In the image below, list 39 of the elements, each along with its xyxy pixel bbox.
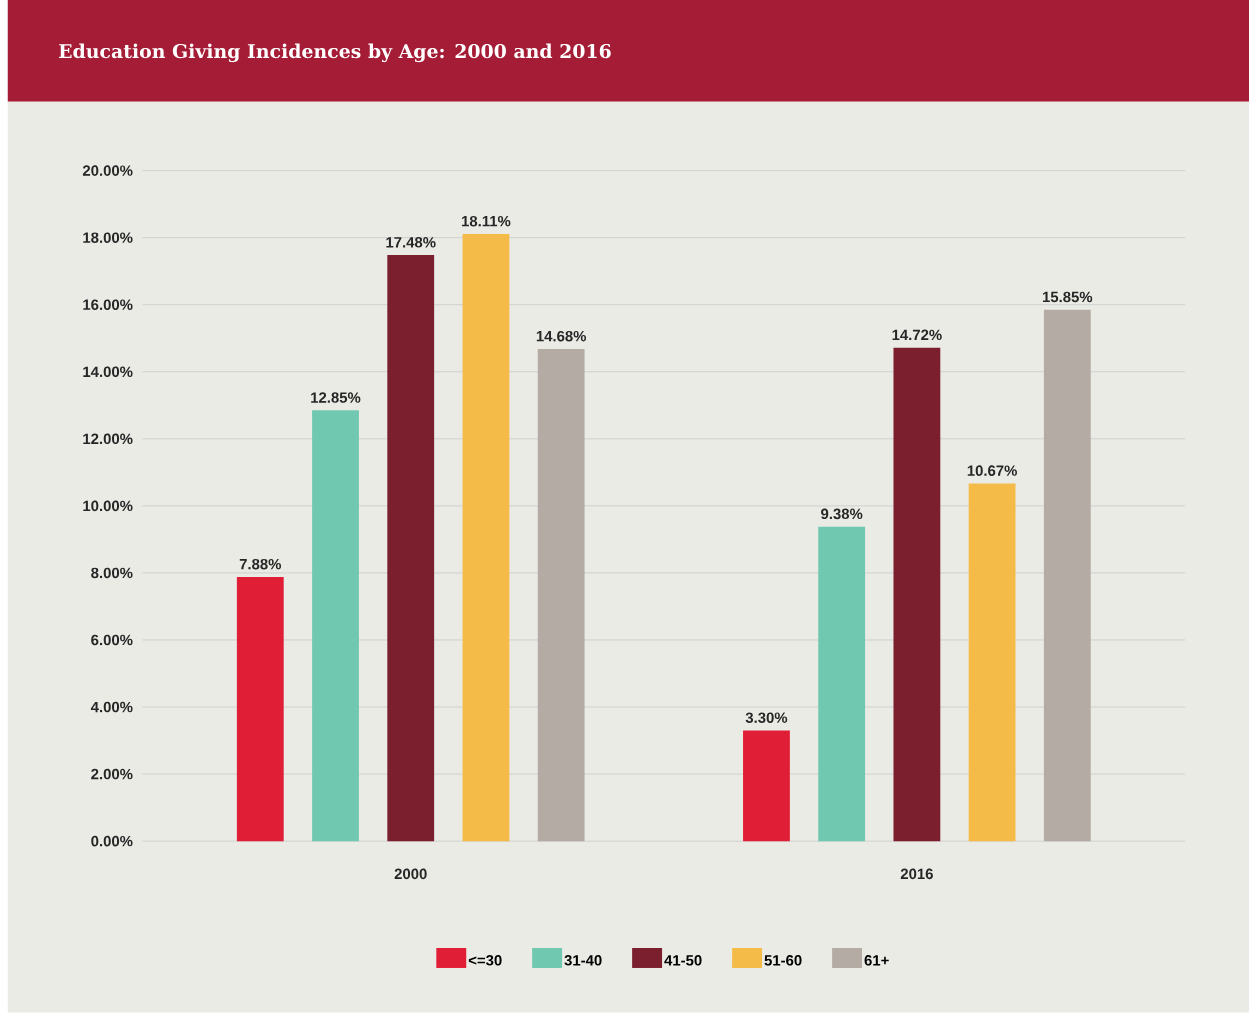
legend-label: 51-60	[764, 955, 802, 966]
y-tick-label: 18.00%	[83, 232, 133, 244]
data-label: 10.67%	[967, 465, 1017, 477]
bar	[818, 526, 866, 842]
chart-title: Education Giving Incidences by Age: 2000 and 2016	[59, 43, 611, 63]
y-tick-label: 2.00%	[91, 768, 133, 780]
bar	[312, 410, 359, 842]
y-tick-label: 12.00%	[83, 433, 133, 445]
data-label: 12.85%	[311, 392, 361, 403]
bar	[537, 349, 585, 842]
bar	[968, 483, 1016, 842]
bar	[387, 255, 435, 842]
y-tick-label: 8.00%	[91, 567, 133, 579]
x-tick-label: 2016	[900, 868, 933, 880]
data-label: 7.88%	[239, 559, 282, 570]
data-label: 18.11%	[462, 216, 511, 227]
data-label: 14.72%	[892, 329, 942, 341]
y-tick-label: 10.00%	[83, 500, 133, 512]
y-tick-label: 14.00%	[83, 366, 133, 378]
data-label: 14.68%	[536, 331, 587, 342]
data-label: 3.30%	[745, 712, 788, 724]
bar	[462, 234, 510, 842]
legend-label: <=30	[468, 955, 502, 966]
y-tick-label: 0.00%	[91, 835, 133, 847]
bar	[236, 577, 284, 842]
y-tick-label: 6.00%	[91, 634, 133, 646]
bar	[743, 730, 790, 842]
y-tick-label: 16.00%	[83, 299, 133, 311]
legend-label: 41-50	[664, 955, 702, 966]
y-tick-label: 20.00%	[82, 165, 133, 177]
legend-label: 31-40	[564, 955, 602, 966]
y-tick-label: 4.00%	[90, 701, 133, 713]
bar	[1043, 309, 1091, 842]
legend-label: 61+	[864, 955, 889, 966]
data-label: 9.38%	[821, 508, 863, 520]
x-tick-label: 2000	[394, 868, 427, 880]
bar	[893, 347, 941, 842]
data-label: 15.85%	[1042, 291, 1093, 303]
data-label: 17.48%	[386, 237, 436, 248]
